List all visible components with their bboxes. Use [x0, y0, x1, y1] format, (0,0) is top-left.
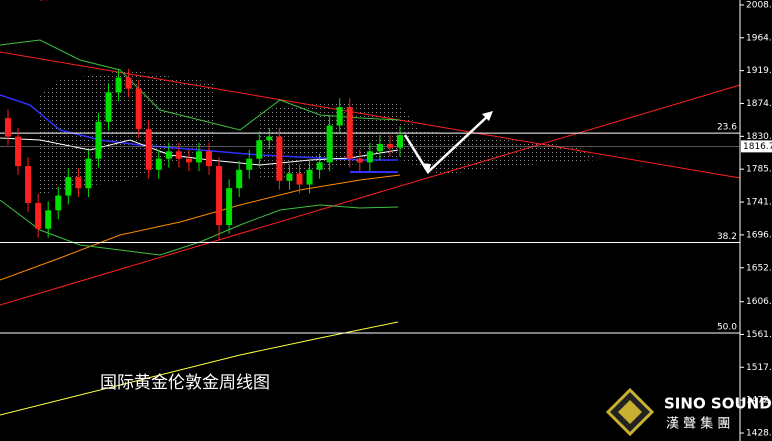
logo-mark	[618, 400, 642, 424]
candle-body	[55, 195, 62, 211]
candle-body	[276, 136, 283, 181]
candle-body	[366, 151, 373, 163]
chart-title: 国际黄金伦敦金周线图	[100, 373, 270, 393]
candle-body	[246, 158, 253, 170]
decorations	[0, 0, 741, 416]
y-tick-label: 1830.3	[746, 132, 772, 142]
fib-label: 23.6	[717, 123, 737, 133]
candle-body	[65, 177, 72, 196]
y-tick-label: 1785.8	[746, 165, 772, 175]
candle-body	[376, 143, 383, 152]
y-tick-label: 1652.1	[746, 263, 772, 273]
price-label: 1816.7	[743, 142, 772, 152]
candle-body	[15, 136, 22, 167]
candle-body	[266, 136, 273, 141]
candle-body	[336, 107, 343, 126]
candle-body	[165, 151, 172, 159]
candle-body	[125, 77, 132, 89]
candle-body	[386, 143, 393, 148]
y-tick-label: 1741.2	[746, 198, 772, 208]
candle-body	[236, 169, 243, 189]
candle-body	[75, 177, 82, 189]
candle-body	[45, 210, 52, 229]
candle-body	[326, 125, 333, 163]
price-box	[741, 140, 772, 153]
ma-line	[0, 174, 401, 281]
candle-body	[35, 202, 42, 229]
candle-body	[105, 92, 112, 122]
y-tick-label: 1606.1	[746, 297, 772, 307]
band-line	[0, 39, 401, 131]
candle-body	[5, 118, 11, 137]
y-tick-label: 1874.9	[746, 99, 772, 109]
brand-sub: 漢 聲 集 團	[666, 416, 730, 432]
candle-body	[216, 166, 223, 226]
y-tick-label: 1696.7	[746, 230, 772, 240]
y-tick-label: 2008.5	[746, 0, 772, 10]
candle-body	[95, 121, 102, 159]
candle-body	[346, 107, 353, 159]
candle-body	[175, 151, 182, 159]
logo: SINO SOUND 漢 聲 集 團	[605, 387, 772, 437]
candle-body	[306, 169, 313, 185]
candle-body	[206, 151, 213, 167]
candle-body	[185, 158, 192, 163]
cloud	[40, 70, 215, 195]
y-tick-label: 1517.2	[746, 363, 772, 373]
band-line	[0, 199, 399, 256]
candle-body	[356, 158, 363, 163]
y-tick-label: 1561.7	[746, 330, 772, 340]
candle-body	[256, 140, 263, 159]
candle-body	[195, 151, 202, 163]
candle-body	[155, 158, 162, 170]
candle-body	[25, 166, 32, 203]
fib-label: 50.0	[717, 323, 737, 333]
arrowhead	[421, 163, 431, 174]
candle-body	[85, 158, 92, 189]
candle-body	[145, 129, 152, 170]
brand: SINO SOUND	[664, 395, 772, 413]
y-tick-label: 1428.0	[746, 429, 772, 439]
candle-body	[296, 173, 303, 185]
candle-body	[316, 162, 323, 170]
ma-line	[0, 321, 399, 416]
trendline	[0, 84, 741, 306]
candle-body	[286, 173, 293, 181]
arrowhead	[482, 111, 493, 121]
y-tick-label: 1964.0	[746, 33, 772, 43]
y-tick-label: 1919.4	[746, 66, 772, 76]
cloud	[260, 102, 600, 180]
candle-body	[135, 88, 142, 130]
fib-label: 38.2	[717, 232, 737, 242]
candle-body	[115, 77, 122, 93]
candle-body	[397, 135, 403, 148]
candle-body	[226, 188, 233, 226]
y-tick-label: 1472.6	[746, 396, 772, 406]
